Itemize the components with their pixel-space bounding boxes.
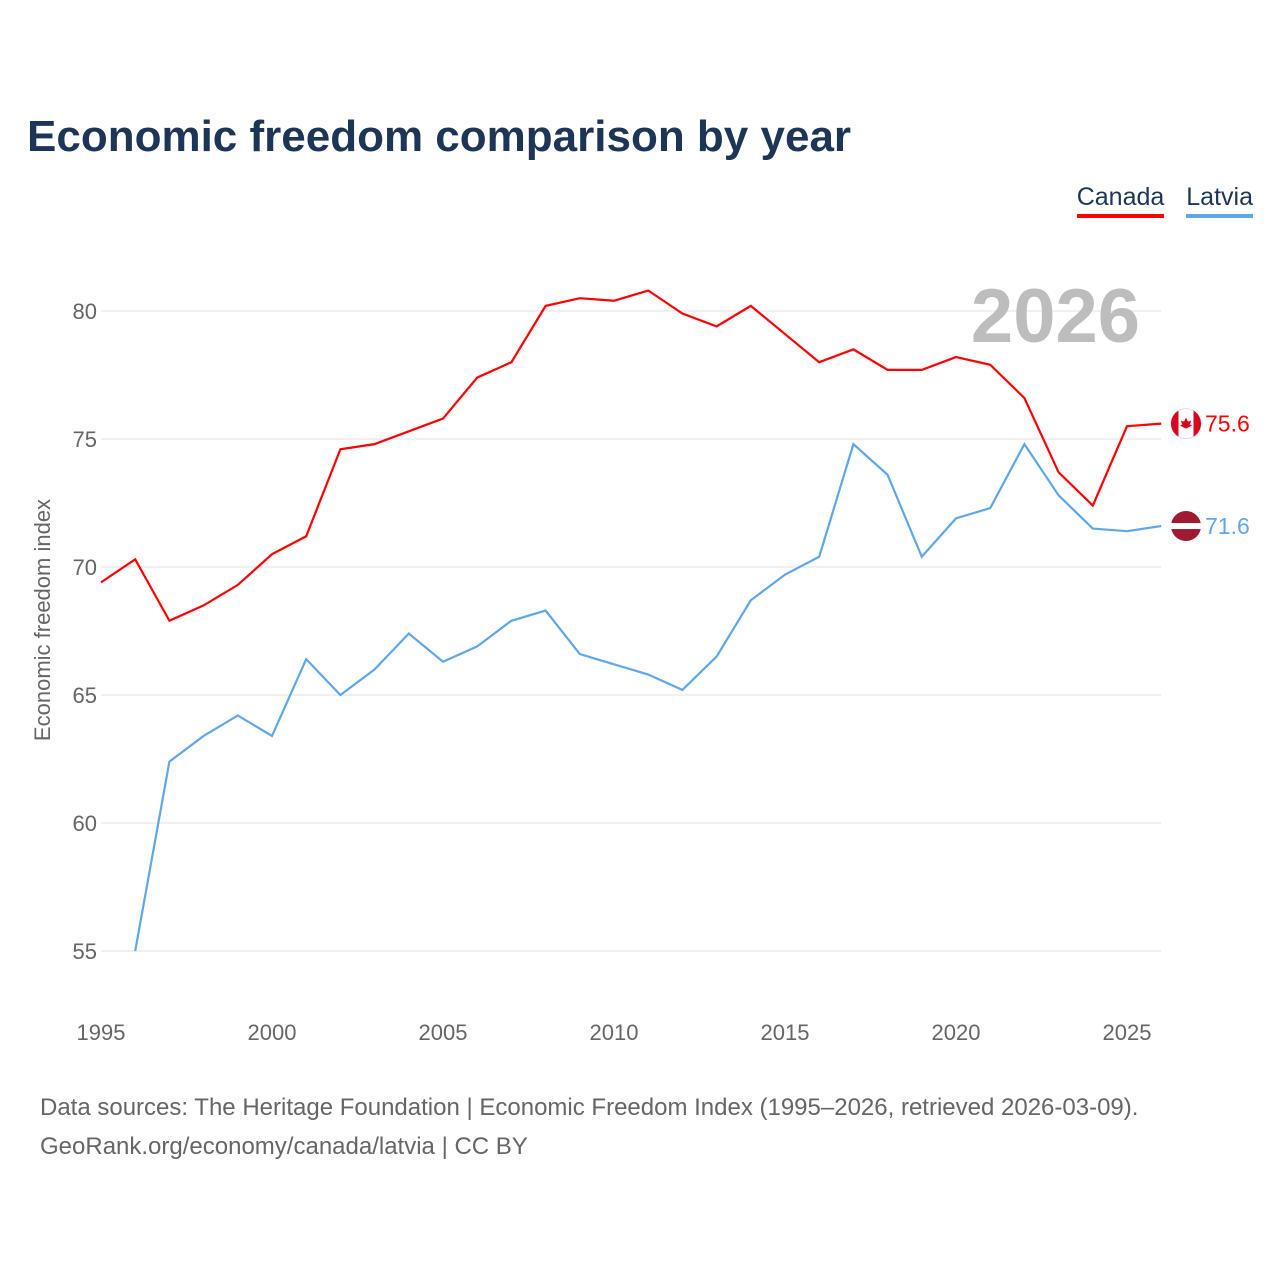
legend: Canada Latvia	[1076, 183, 1253, 218]
x-tick-label: 2020	[932, 1020, 981, 1045]
legend-latvia[interactable]: Latvia	[1186, 183, 1253, 218]
canada-flag-left-band	[1171, 410, 1179, 437]
latvia-flag-stripe	[1171, 523, 1201, 530]
x-tick-label: 2010	[590, 1020, 639, 1045]
year-watermark: 2026	[971, 274, 1140, 359]
y-tick-label: 70	[73, 555, 97, 580]
chart-title: Economic freedom comparison by year	[27, 112, 852, 161]
end-value-label-canada: 75.6	[1205, 411, 1250, 437]
legend-canada[interactable]: Canada	[1076, 183, 1165, 218]
x-tick-label: 2025	[1103, 1020, 1152, 1045]
x-tick-label: 2015	[761, 1020, 810, 1045]
source-line-2[interactable]: GeoRank.org/economy/canada/latvia | CC B…	[40, 1133, 528, 1160]
series-line-canada	[100, 289, 1162, 623]
x-tick-label: 1995	[77, 1020, 126, 1045]
source-note: Data sources: The Heritage Foundation | …	[40, 1088, 1138, 1166]
y-tick-label: 65	[73, 683, 97, 708]
canada-flag-right-band	[1193, 410, 1201, 437]
source-line-1: Data sources: The Heritage Foundation | …	[40, 1094, 1139, 1121]
y-tick-label: 55	[73, 939, 97, 964]
y-tick-label: 60	[73, 811, 97, 836]
end-value-label-latvia: 71.6	[1205, 513, 1250, 539]
maple-leaf-icon	[1180, 417, 1192, 429]
x-tick-label: 2005	[419, 1020, 468, 1045]
series-line-latvia	[134, 441, 1162, 952]
x-tick-label: 2000	[248, 1020, 297, 1045]
y-tick-label: 80	[73, 299, 97, 324]
y-tick-label: 75	[73, 427, 97, 452]
y-axis-label: Economic freedom index	[30, 499, 55, 741]
